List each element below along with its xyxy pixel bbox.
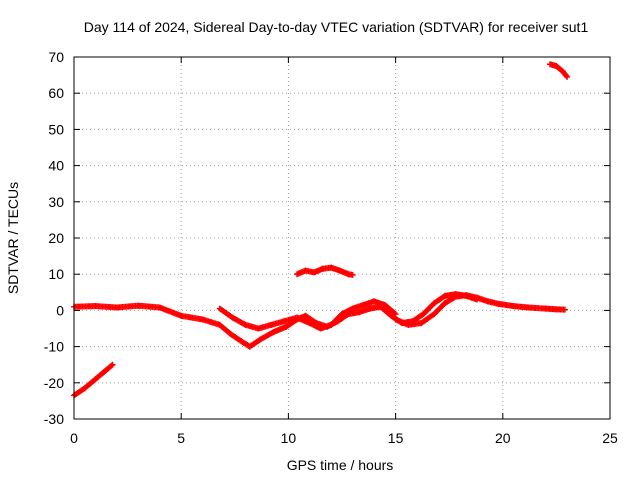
x-tick-label: 25 [602,430,618,446]
data-point [564,73,571,80]
plot-frame [73,56,611,420]
data-point [349,271,356,278]
data-point [392,311,399,318]
series-arc-1 [71,361,116,399]
y-tick-label: -10 [44,339,64,355]
x-tick-label: 10 [281,430,297,446]
series-arc-4 [216,298,399,332]
y-tick-label: -30 [44,411,64,427]
data-point [108,362,115,369]
y-tick-label: 50 [48,121,64,137]
series-arc-6 [293,264,356,278]
x-axis-label: GPS time / hours [287,457,394,473]
x-tick-label: 15 [388,430,404,446]
y-tick-label: 60 [48,85,64,101]
y-axis-label: SDTVAR / TECUs [5,182,21,294]
data-point [561,306,568,313]
y-tick-label: 20 [48,230,64,246]
data-point [563,72,570,79]
x-tick-label: 5 [177,430,185,446]
x-tick-label: 20 [495,430,511,446]
y-tick-label: 70 [48,49,64,65]
y-tick-label: 0 [56,302,64,318]
axis-ticks: -30 -20 -10 0 10 20 30 40 50 60 70 0 5 10 15 20 25 [44,49,618,446]
grid [74,57,610,419]
data-series [71,61,571,399]
data-point [241,321,248,328]
series-arc-2 [71,302,223,328]
y-tick-label: 30 [48,194,64,210]
data-point [109,361,116,368]
data-point [391,310,398,317]
series-arc-3 [216,291,481,350]
series-arc-7 [546,61,571,80]
y-tick-label: 10 [48,266,64,282]
y-tick-label: 40 [48,158,64,174]
chart-title: Day 114 of 2024, Sidereal Day-to-day VTE… [84,19,589,35]
y-tick-label: -20 [44,375,64,391]
series-arc-5 [392,292,568,328]
x-tick-label: 0 [70,430,78,446]
